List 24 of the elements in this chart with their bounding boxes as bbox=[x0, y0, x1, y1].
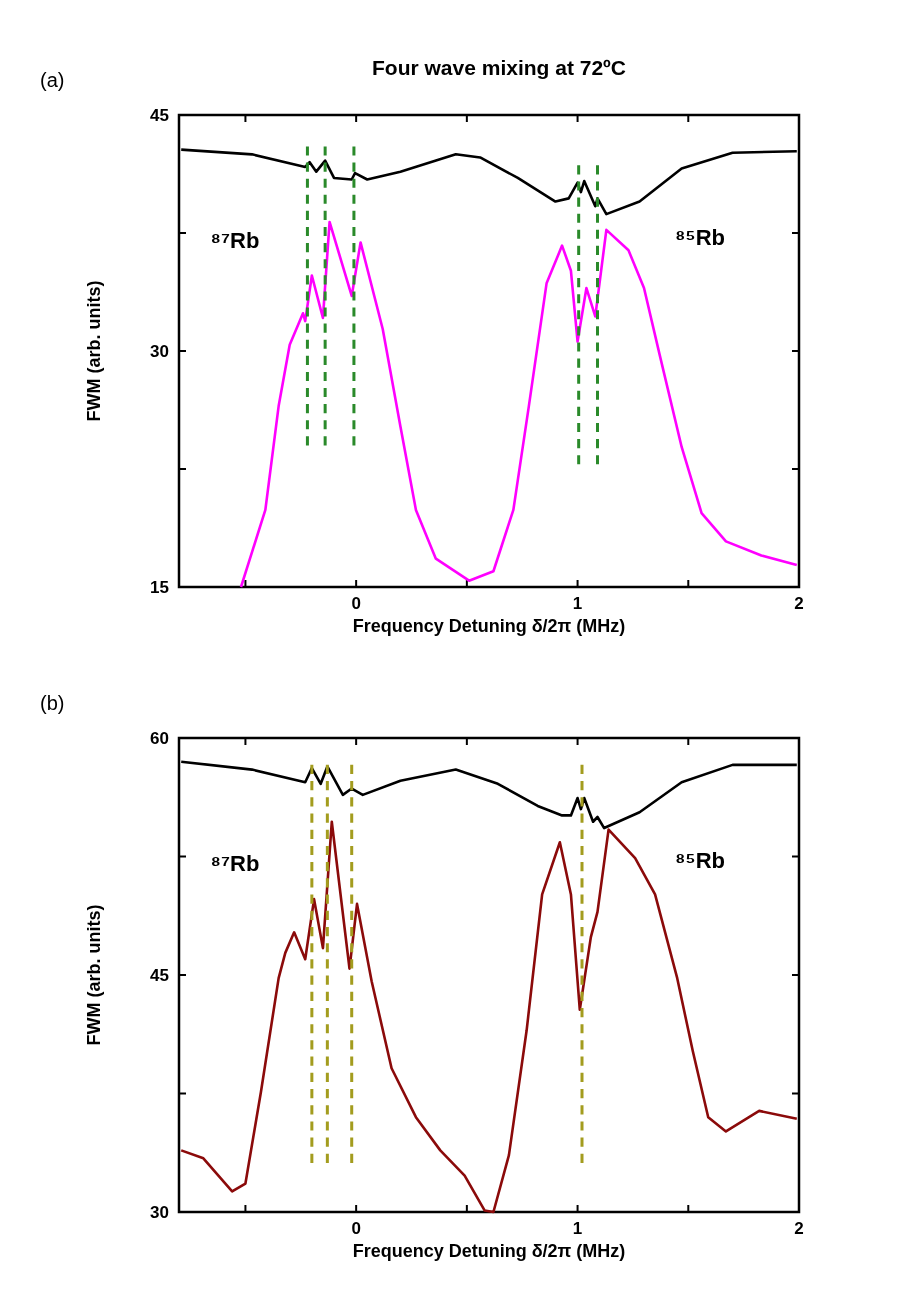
y-axis-title: FWM (arb. units) bbox=[84, 904, 104, 1046]
annotation: ⁸⁵Rb bbox=[674, 847, 726, 873]
annotation: ⁸⁷Rb bbox=[210, 850, 260, 876]
y-tick-label: 45 bbox=[150, 105, 169, 125]
x-tick-label: 2 bbox=[794, 1219, 804, 1238]
text: (b) bbox=[40, 692, 65, 714]
x-tick-label: 1 bbox=[572, 1219, 583, 1238]
x-axis-title: Frequency Detuning δ/2π (MHz) bbox=[352, 1241, 626, 1261]
x-axis-title: Frequency Detuning δ/2π (MHz) bbox=[352, 616, 626, 636]
y-tick-label: 30 bbox=[150, 341, 169, 361]
chart-title: Four wave mixing at 72ºC bbox=[372, 56, 626, 79]
x-tick-label: 0 bbox=[351, 1219, 361, 1238]
y-tick-label: 60 bbox=[150, 728, 169, 748]
y-tick-label: 45 bbox=[150, 965, 169, 985]
x-tick-label: 2 bbox=[794, 594, 804, 613]
x-tick-label: 1 bbox=[572, 594, 583, 613]
line-series bbox=[179, 820, 799, 1214]
annotation: ⁸⁵Rb bbox=[674, 224, 726, 250]
annotation: ⁸⁷Rb bbox=[210, 227, 260, 253]
y-axis-title: FWM (arb. units) bbox=[84, 280, 104, 422]
y-tick-label: 15 bbox=[150, 577, 169, 597]
x-tick-label: 0 bbox=[351, 594, 361, 613]
y-tick-label: 30 bbox=[150, 1202, 169, 1222]
text: (a) bbox=[40, 69, 65, 91]
